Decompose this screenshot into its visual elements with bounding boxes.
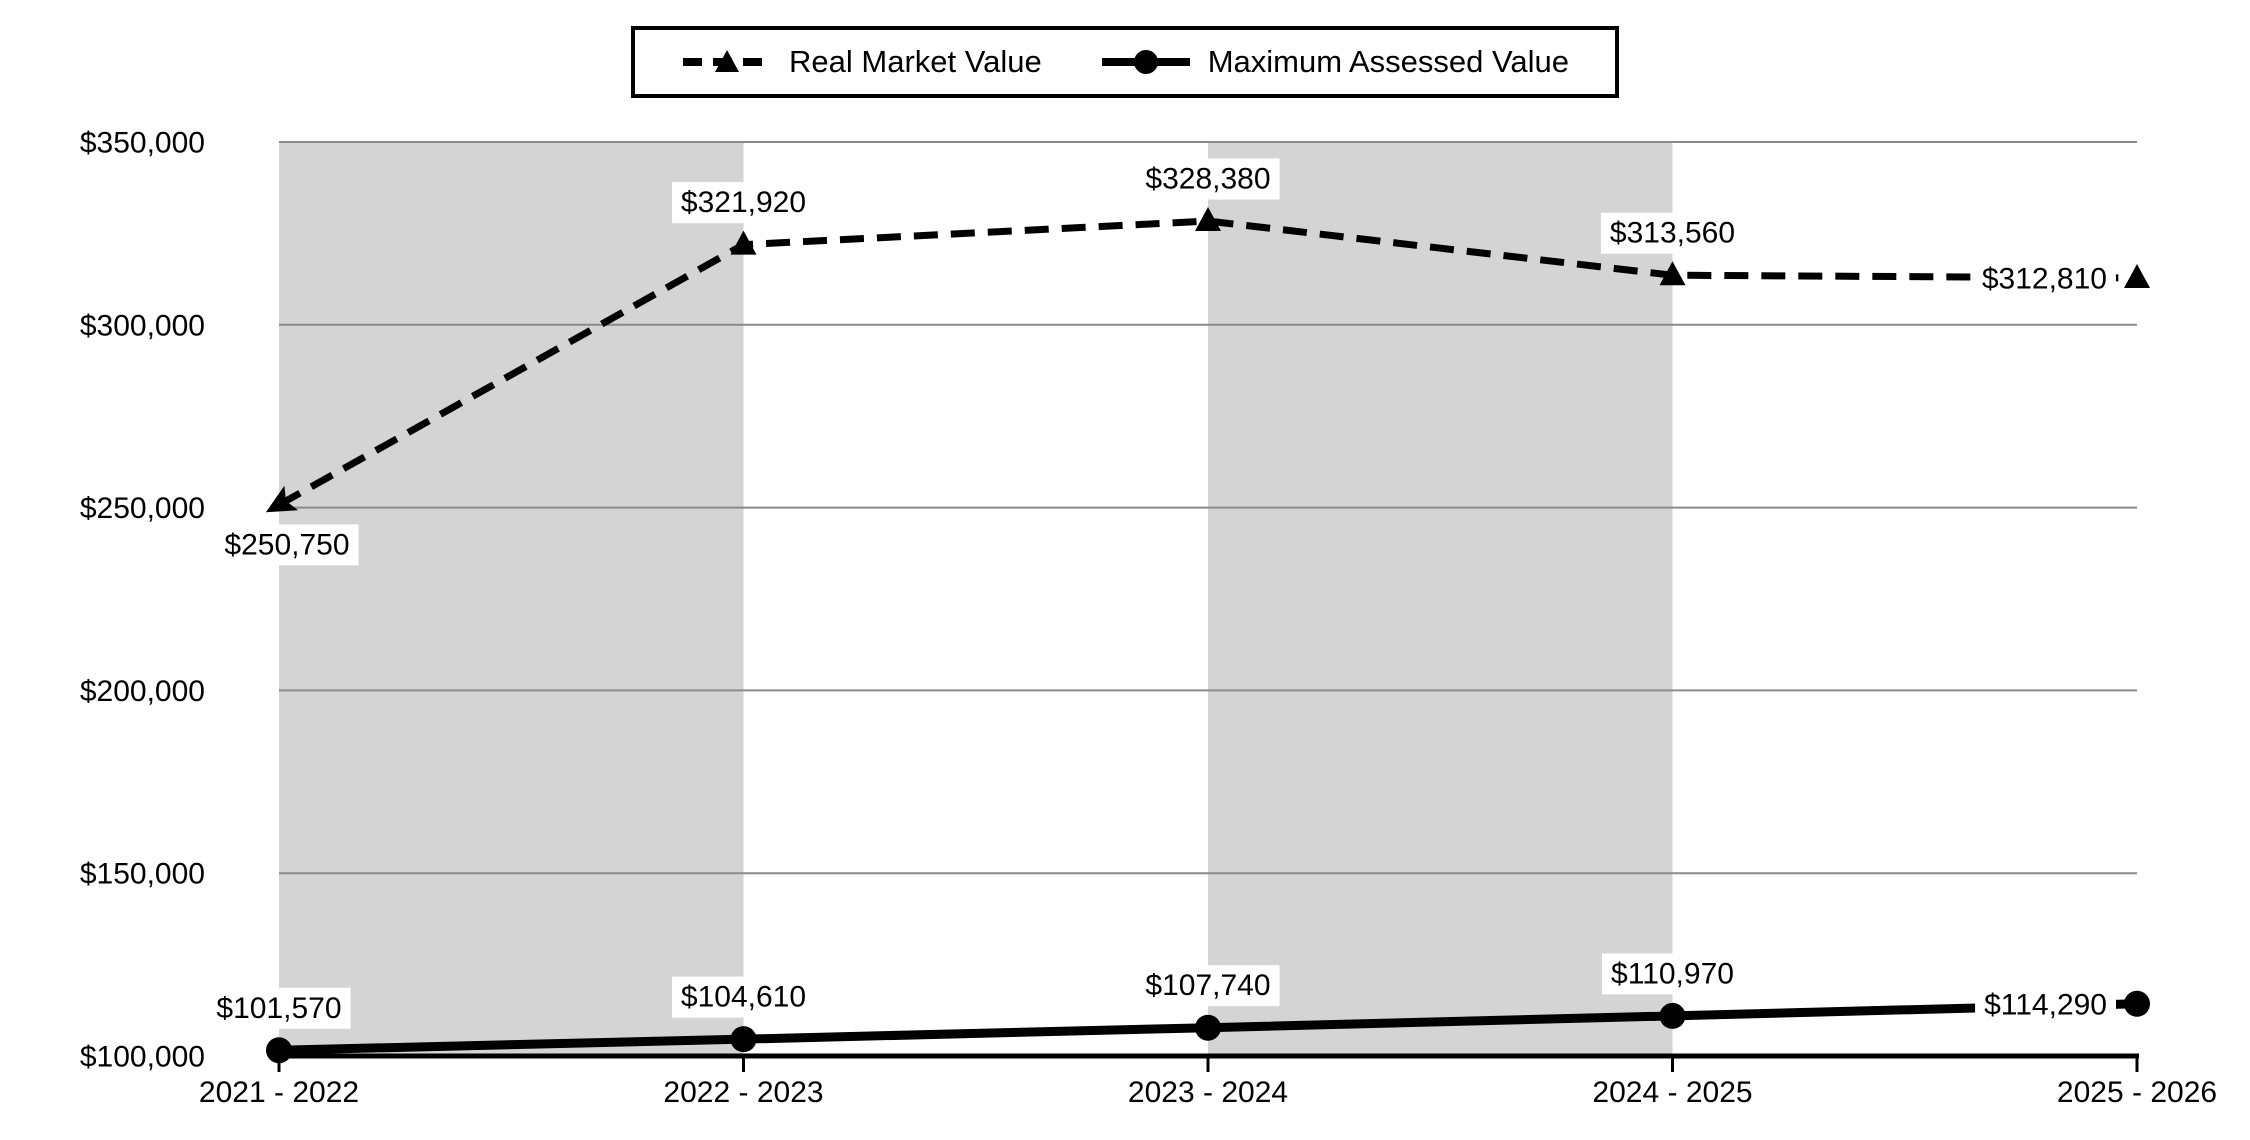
data-label-background [1136, 965, 1280, 1007]
x-axis-label: 2022 - 2023 [663, 1076, 823, 1109]
x-axis-label: 2025 - 2026 [2057, 1076, 2217, 1109]
y-axis-label: $150,000 [80, 858, 205, 891]
legend-item-maximum-assessed-value: Maximum Assessed Value [1100, 44, 1569, 80]
data-label: $312,810 [1982, 262, 2107, 295]
data-label-background [671, 182, 816, 224]
maximum-assessed-value-marker [1195, 1014, 1221, 1041]
solid-line-circle-legend-icon [1101, 50, 1190, 74]
x-axis-label: 2024 - 2025 [1592, 1076, 1752, 1109]
legend-label-real-market-value: Real Market Value [789, 44, 1042, 79]
data-label: $321,920 [681, 186, 806, 219]
real-market-value-marker [1195, 207, 1221, 232]
legend: Real Market Value Maximum Assessed Value [631, 26, 1619, 98]
data-label-background [1136, 158, 1280, 200]
legend-item-real-market-value: Real Market Value [681, 44, 1042, 80]
maximum-assessed-value-marker [266, 1037, 292, 1064]
data-label: $110,970 [1611, 957, 1734, 990]
maximum-assessed-value-marker [730, 1026, 757, 1053]
real-market-value-line [277, 217, 2138, 508]
data-label-background [207, 987, 351, 1029]
data-label-background [671, 976, 816, 1018]
y-axis-label: $300,000 [80, 309, 205, 342]
data-label: $101,570 [216, 992, 341, 1025]
data-label-background [1600, 212, 1745, 254]
data-label: $250,750 [224, 528, 349, 561]
x-axis-label: 2023 - 2024 [1128, 1076, 1288, 1109]
x-axis-label: 2021 - 2022 [199, 1076, 359, 1109]
real-market-value-marker [2124, 263, 2150, 288]
data-label: $114,290 [1984, 988, 2107, 1021]
legend-label-maximum-assessed-value: Maximum Assessed Value [1207, 44, 1569, 79]
y-axis-label: $200,000 [80, 675, 205, 708]
data-label-background [215, 524, 359, 566]
data-label: $328,380 [1145, 163, 1270, 196]
data-label: $107,740 [1145, 969, 1270, 1002]
alternating-plot-band [279, 142, 744, 1056]
real-market-value-marker [265, 485, 299, 513]
data-label: $313,560 [1610, 217, 1735, 250]
y-axis-label: $100,000 [80, 1041, 205, 1074]
alternating-plot-band [1208, 142, 1673, 1056]
data-label-background [1975, 984, 2116, 1026]
y-axis-label: $350,000 [80, 127, 205, 160]
maximum-assessed-value-marker [1659, 1002, 1686, 1029]
dashed-line-triangle-legend-icon [683, 50, 772, 72]
data-label: $104,610 [681, 981, 806, 1014]
real-market-value-marker [730, 230, 757, 255]
y-axis-label: $250,000 [80, 492, 205, 525]
maximum-assessed-value-marker [2124, 990, 2150, 1017]
data-label-background [1972, 258, 2116, 300]
data-label-background [1602, 953, 1743, 995]
real-market-value-marker [1659, 261, 1686, 286]
